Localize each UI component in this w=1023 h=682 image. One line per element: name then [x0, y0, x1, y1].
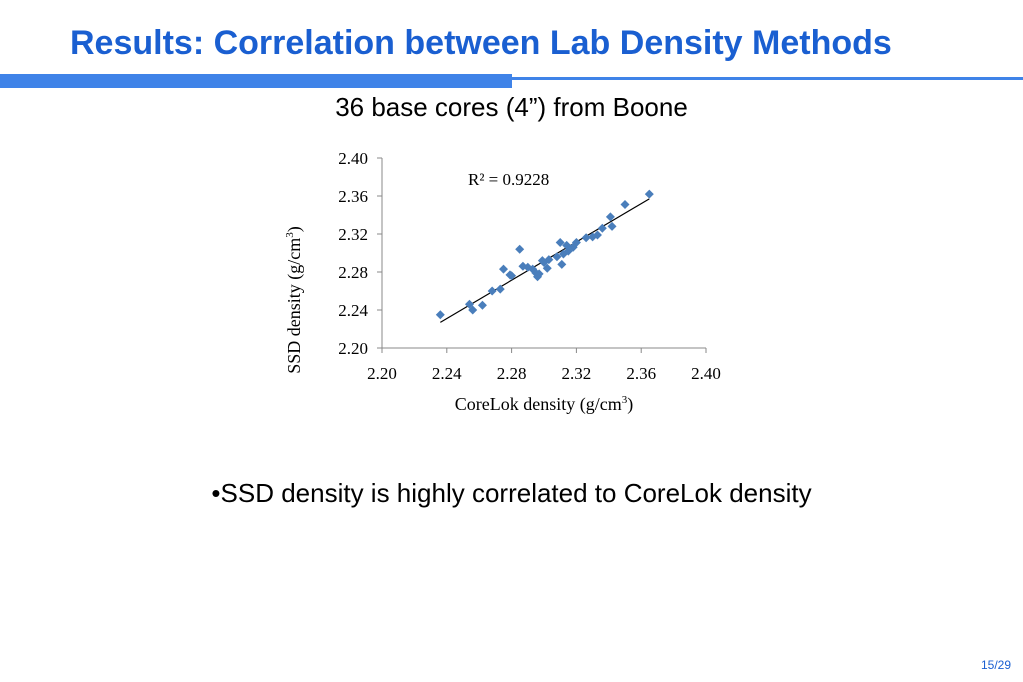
data-point [571, 238, 581, 248]
data-point [607, 221, 617, 231]
data-point [597, 223, 607, 233]
y-tick-label: 2.28 [338, 263, 368, 282]
x-axis-label: CoreLok density (g/cm3) [455, 394, 633, 415]
y-tick-label: 2.36 [338, 187, 368, 206]
x-tick-label: 2.40 [691, 364, 721, 383]
data-point [568, 242, 578, 252]
y-tick-label: 2.20 [338, 339, 368, 358]
svg-text:SSD density (g/cm3): SSD density (g/cm3) [284, 226, 305, 374]
x-axis-label-text: CoreLok density (g/cm [455, 394, 622, 415]
scatter-chart: SSD density (g/cm3) CoreLok density (g/c… [284, 149, 721, 415]
y-axis-label-end: ) [284, 226, 305, 232]
data-point [581, 233, 591, 243]
slide-title: Results: Correlation between Lab Density… [70, 24, 892, 62]
data-point [515, 244, 525, 254]
data-point [435, 310, 445, 320]
data-point [487, 286, 497, 296]
chart-title: 36 base cores (4”) from Boone [335, 92, 688, 122]
y-axis-label-text: SSD density (g/cm [284, 238, 305, 374]
data-point [499, 264, 508, 274]
y-axis-label: SSD density (g/cm3) [284, 226, 305, 374]
page-number: 15/29 [980, 658, 1011, 672]
x-tick-label: 2.24 [432, 364, 462, 383]
y-tick-label: 2.40 [338, 149, 368, 168]
data-point [534, 269, 544, 279]
data-point [592, 230, 602, 240]
data-point [477, 300, 487, 310]
y-tick-label: 2.24 [338, 301, 368, 320]
data-point [537, 256, 547, 266]
data-point [468, 305, 478, 315]
x-tick-label: 2.20 [367, 364, 397, 383]
title-underline-thin [512, 77, 1023, 80]
data-point [557, 259, 567, 269]
data-point [605, 212, 615, 222]
x-axis-label-sup: 3 [622, 394, 628, 406]
data-point [555, 238, 565, 248]
data-point [542, 263, 552, 273]
y-axis-label-sup: 3 [284, 232, 296, 238]
bullet-point: •SSD density is highly correlated to Cor… [211, 478, 812, 508]
data-point [523, 262, 533, 272]
x-axis-label-end: ) [627, 394, 633, 415]
plot-area: 2.40 2.36 2.32 2.28 2.24 2.20 2.20 2.24 2.28 2.32… [338, 149, 721, 383]
data-point [505, 270, 515, 280]
x-tick-label: 2.36 [626, 364, 656, 383]
r-squared-annotation: R² = 0.9228 [468, 170, 549, 189]
x-tick-label: 2.28 [497, 364, 527, 383]
y-tick-label: 2.32 [338, 225, 368, 244]
x-tick-label: 2.32 [562, 364, 592, 383]
data-point [620, 200, 630, 210]
data-point [644, 189, 654, 199]
data-point [495, 284, 505, 294]
data-point [544, 255, 554, 265]
data-point [552, 252, 562, 262]
title-underline-thick [0, 74, 512, 88]
